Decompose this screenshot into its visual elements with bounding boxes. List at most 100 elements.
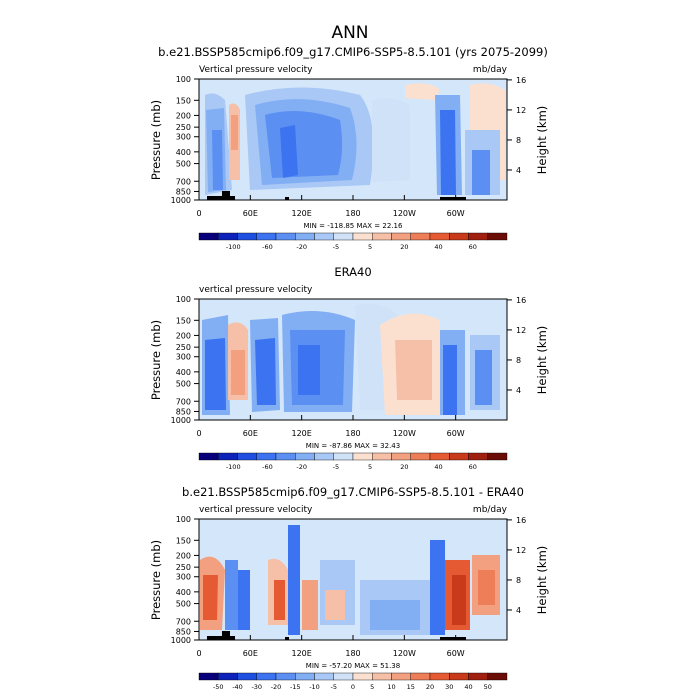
y2-tick-label: 12 (516, 326, 526, 335)
x-tick-label: 180 (345, 209, 360, 218)
y-tick-label: 250 (176, 563, 191, 572)
colorbar-swatch (429, 232, 450, 241)
colorbar-label: -20 (296, 243, 307, 251)
colorbar-swatch (410, 232, 431, 241)
colorbar-label: -50 (213, 683, 224, 691)
y2-tick-label: 16 (516, 296, 526, 305)
y2-tick-label: 4 (516, 606, 521, 615)
x-tick-label: 120W (393, 209, 416, 218)
contour-region (274, 580, 285, 620)
colorbar-swatch (275, 672, 296, 681)
colorbar-swatch (449, 232, 469, 241)
colorbar-label: 50 (484, 683, 492, 691)
y-tick-label: 150 (176, 536, 191, 545)
x-tick-label: 180 (345, 429, 360, 438)
land-mask (207, 196, 235, 200)
colorbar-label: 5 (368, 243, 372, 251)
colorbar-swatch (487, 232, 508, 241)
contour-region (265, 111, 343, 178)
colorbar-swatch (295, 232, 315, 241)
x-tick-label: 0 (196, 209, 201, 218)
colorbar-label: 20 (400, 463, 408, 471)
land-mask (440, 637, 466, 640)
contour-fills (202, 304, 500, 415)
colorbar-label: -5 (333, 243, 339, 251)
x-tick-label: 60W (447, 429, 465, 438)
colorbar-swatch (487, 452, 508, 461)
contour-region (475, 350, 492, 405)
y-tick-label: 300 (176, 133, 191, 142)
colorbar-label: -20 (296, 463, 307, 471)
colorbar-swatch (352, 672, 373, 681)
y-tick-label: 1000 (171, 416, 191, 425)
y-tick-label: 500 (176, 160, 191, 169)
colorbar-label: 5 (368, 463, 372, 471)
colorbar-label: 40 (434, 243, 442, 251)
colorbar-swatch (256, 672, 277, 681)
panel-right-label: mb/day (473, 65, 508, 75)
colorbar-label: 40 (434, 463, 442, 471)
colorbar-label: -30 (251, 683, 262, 691)
colorbar-swatch (468, 232, 488, 241)
colorbar-swatch (218, 452, 238, 461)
plot-area (198, 298, 508, 421)
colorbar-swatch (314, 672, 334, 681)
contour-region (298, 345, 320, 395)
y-tick-label: 500 (176, 600, 191, 609)
land-mask (440, 197, 466, 200)
colorbar-label: 60 (469, 243, 477, 251)
colorbar-swatch (391, 452, 411, 461)
y-tick-label: 200 (176, 111, 191, 120)
colorbar-swatch (391, 232, 411, 241)
y-tick-label: 250 (176, 123, 191, 132)
y-tick-label: 100 (176, 295, 191, 304)
colorbar-swatch (314, 232, 334, 241)
x-axis-ticks: 0 60E 120E 180 120W 60W (196, 635, 465, 658)
colorbar-swatch (256, 452, 277, 461)
contour-region (443, 345, 457, 415)
colorbar-swatch (391, 672, 411, 681)
colorbar-swatch (314, 452, 334, 461)
x-tick-label: 60W (447, 209, 465, 218)
colorbar-swatch (468, 452, 488, 461)
colorbar-swatch (410, 452, 431, 461)
y2-tick-label: 8 (516, 356, 521, 365)
colorbar-swatch (429, 452, 450, 461)
panel-title: b.e21.BSSP585cmip6.f09_g17.CMIP6-SSP5-8.… (182, 485, 524, 499)
y2-tick-label: 12 (516, 106, 526, 115)
contour-region (225, 560, 238, 630)
y2-axis-label: Height (km) (535, 546, 549, 615)
panel-left-label: Vertical pressure velocity (199, 65, 313, 75)
colorbar: -100 -60 -20 -5 5 20 40 60 (198, 452, 508, 471)
contour-region (472, 150, 490, 195)
y-tick-label: 850 (176, 627, 191, 636)
colorbar-swatch (275, 232, 296, 241)
y-tick-label: 700 (176, 397, 191, 406)
colorbar-swatch (487, 672, 508, 681)
x-tick-label: 120W (393, 429, 416, 438)
contour-region (452, 575, 466, 625)
colorbar-label: -15 (290, 683, 301, 691)
x-tick-label: 60E (243, 649, 258, 658)
contour-region (302, 580, 318, 630)
y2-axis-label: Height (km) (535, 326, 549, 395)
plot-area (198, 518, 508, 641)
panel-model: b.e21.BSSP585cmip6.f09_g17.CMIP6-SSP5-8.… (149, 45, 549, 251)
contour-region (255, 338, 276, 405)
contour-fills (205, 83, 505, 195)
x-tick-label: 60E (243, 429, 258, 438)
x-tick-label: 120E (292, 209, 312, 218)
y2-axis-ticks: 16 12 8 4 (507, 76, 526, 175)
x-tick-label: 60W (447, 649, 465, 658)
colorbar: -100 -60 -20 -5 5 20 40 60 (198, 232, 508, 251)
colorbar-swatch (468, 672, 488, 681)
land-mask (285, 197, 289, 200)
y2-tick-label: 4 (516, 166, 521, 175)
colorbar-label: 20 (400, 243, 408, 251)
x-tick-label: 120W (393, 649, 416, 658)
y-axis-label: Pressure (mb) (149, 540, 163, 620)
contour-region (238, 570, 250, 630)
y-tick-label: 300 (176, 353, 191, 362)
y2-tick-label: 16 (516, 516, 526, 525)
